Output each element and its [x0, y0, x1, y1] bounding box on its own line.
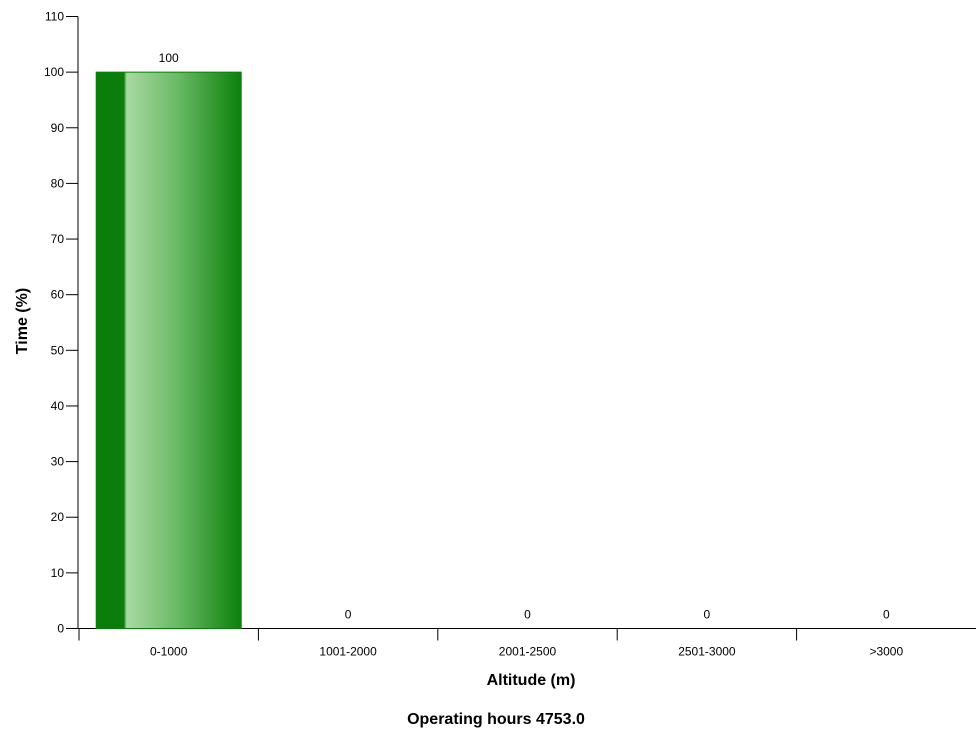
- y-tick-label: 90: [51, 121, 65, 135]
- y-axis-title: Time (%): [14, 288, 31, 354]
- y-tick-label: 20: [51, 510, 65, 524]
- operating-hours-title: Operating hours 4753.0: [407, 711, 585, 728]
- x-axis-title: Altitude (m): [487, 672, 576, 689]
- y-tick-label: 30: [51, 455, 65, 469]
- bar: [95, 71, 242, 630]
- bar-value-label: 0: [345, 608, 352, 622]
- x-tick-label: 1001-2000: [319, 645, 377, 659]
- y-tick-label: 110: [45, 10, 64, 24]
- bar-value-label: 0: [704, 608, 711, 622]
- y-tick-label: 70: [51, 232, 65, 246]
- bar-value-label: 0: [883, 608, 890, 622]
- bars: [95, 71, 242, 630]
- x-tick-label: 2501-3000: [678, 645, 736, 659]
- y-tick-label: 60: [51, 288, 65, 302]
- y-tick-label: 0: [57, 622, 64, 636]
- y-tick-label: 100: [44, 65, 64, 79]
- x-tick-label: 2001-2500: [499, 645, 557, 659]
- x-tick-label: 0-1000: [150, 645, 188, 659]
- y-tick-label: 50: [51, 343, 65, 357]
- x-tick-label: >3000: [869, 645, 903, 659]
- y-tick-label: 10: [51, 566, 65, 580]
- y-axis: 0 10 20 30 40 50 60 70 80 90 100 110: [44, 10, 79, 636]
- data-labels: 100 0 0 0 0: [159, 51, 890, 621]
- y-tick-label: 40: [51, 399, 65, 413]
- y-tick-label: 80: [51, 176, 65, 190]
- bar-value-label: 0: [524, 608, 531, 622]
- x-axis: 0-1000 1001-2000 2001-2500 2501-3000 >3000: [78, 628, 976, 659]
- bar-value-label: 100: [159, 51, 179, 65]
